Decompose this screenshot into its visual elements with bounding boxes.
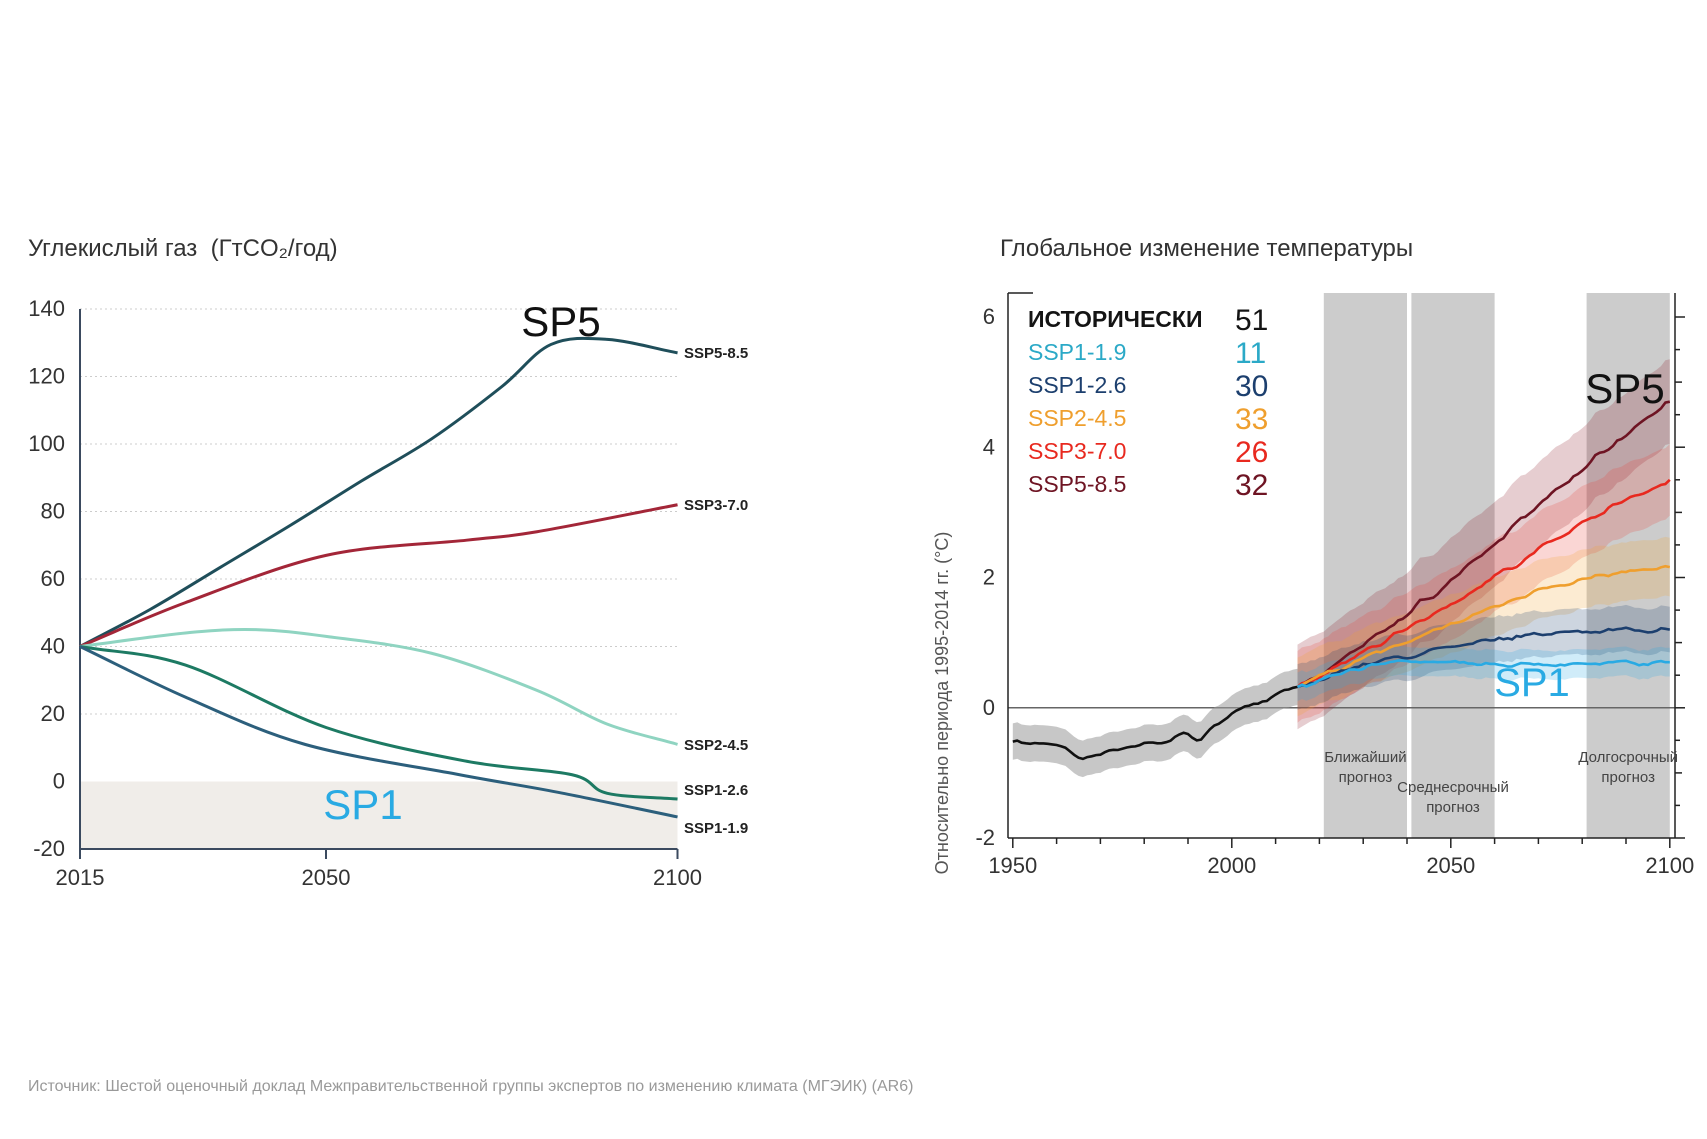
svg-text:20: 20 [41,701,65,726]
svg-text:140: 140 [28,296,65,321]
svg-text:2050: 2050 [302,865,351,890]
svg-text:2050: 2050 [1426,853,1475,878]
svg-text:60: 60 [41,566,65,591]
svg-text:1950: 1950 [988,853,1037,878]
svg-text:40: 40 [41,634,65,659]
svg-text:прогноз: прогноз [1601,769,1655,786]
svg-text:80: 80 [41,499,65,524]
svg-text:4: 4 [983,434,995,459]
svg-text:2: 2 [983,565,995,590]
svg-text:33: 33 [1235,403,1268,436]
svg-text:Ближайший: Ближайший [1324,749,1406,766]
svg-text:SSP2-4.5: SSP2-4.5 [1028,405,1126,431]
svg-text:-20: -20 [33,836,65,861]
svg-text:прогноз: прогноз [1339,769,1393,786]
svg-text:ИСТОРИЧЕСКИ: ИСТОРИЧЕСКИ [1028,306,1203,332]
svg-text:2000: 2000 [1207,853,1256,878]
svg-text:32: 32 [1235,469,1268,502]
svg-text:Среднесрочный: Среднесрочный [1397,779,1509,796]
svg-text:120: 120 [28,364,65,389]
svg-text:SSP1-2.6: SSP1-2.6 [684,782,748,799]
svg-text:SP1: SP1 [323,781,402,828]
svg-text:SSP3-7.0: SSP3-7.0 [684,497,748,514]
svg-text:SSP1-1.9: SSP1-1.9 [684,820,748,837]
svg-text:SSP5-8.5: SSP5-8.5 [1028,471,1126,497]
svg-text:SSP3-7.0: SSP3-7.0 [1028,438,1126,464]
svg-text:51: 51 [1235,304,1268,337]
svg-text:SSP1-1.9: SSP1-1.9 [1028,339,1126,365]
svg-text:Долгосрочный: Долгосрочный [1578,749,1678,766]
svg-text:26: 26 [1235,436,1268,469]
svg-text:прогноз: прогноз [1426,799,1480,816]
svg-text:30: 30 [1235,370,1268,403]
svg-text:100: 100 [28,431,65,456]
svg-text:2100: 2100 [1645,853,1694,878]
svg-text:SP5: SP5 [521,298,600,345]
svg-text:SSP5-8.5: SSP5-8.5 [684,345,748,362]
svg-text:2100: 2100 [653,865,702,890]
svg-text:SP5: SP5 [1585,365,1664,412]
svg-text:Относительно периода 1995-2014: Относительно периода 1995-2014 гг. (°C) [932,532,952,875]
svg-text:0: 0 [53,769,65,794]
svg-text:SSP2-4.5: SSP2-4.5 [684,737,748,754]
svg-text:6: 6 [983,304,995,329]
svg-text:SP1: SP1 [1494,661,1570,705]
svg-text:2015: 2015 [56,865,105,890]
svg-text:11: 11 [1235,337,1266,370]
svg-text:0: 0 [983,695,995,720]
svg-text:-2: -2 [975,825,995,850]
svg-text:SSP1-2.6: SSP1-2.6 [1028,372,1126,398]
